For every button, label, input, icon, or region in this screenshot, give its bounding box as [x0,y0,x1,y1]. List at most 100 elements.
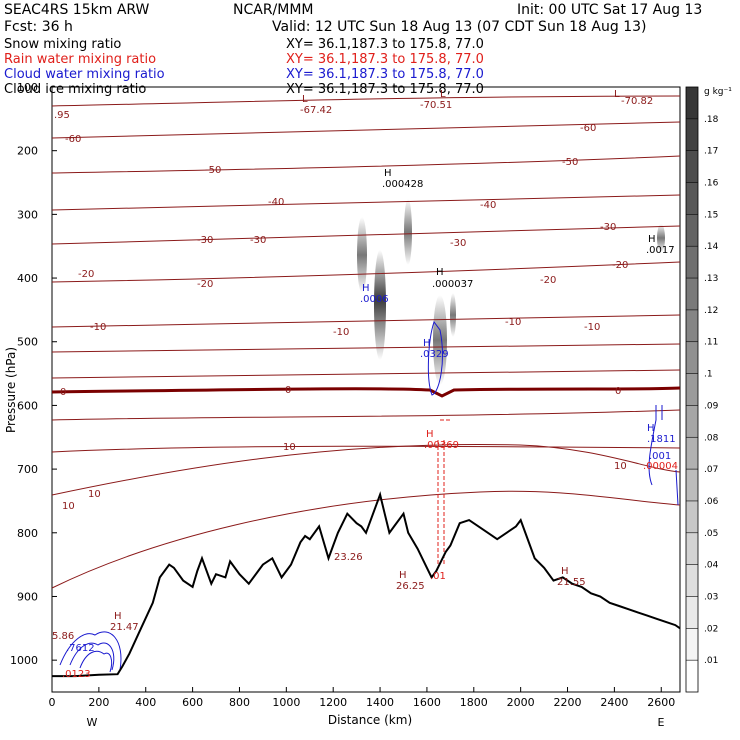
x-tick-label: 0 [49,696,56,709]
colorbar-unit: g kg⁻¹ [704,87,732,97]
y-tick-label: 800 [17,527,38,540]
colorbar-swatch [686,373,698,406]
contour-label: 10 [614,461,627,472]
snow-plume-1 [357,217,367,293]
y-tick-label: 200 [17,145,38,158]
snow-shading [357,199,665,385]
extrema-mark: L [614,89,620,100]
colorbar-frame [685,86,699,693]
isotherm-m50 [51,155,681,174]
contour-label: -60 [65,134,81,145]
contour-label: -50 [562,157,578,168]
colorbar-tick-label: .01 [704,656,718,666]
colorbar-swatch [686,214,698,247]
colorbar-tick-label: .09 [704,401,719,411]
x-axis-label: Distance (km) [328,713,412,727]
extrema-value: .0123 [62,669,91,680]
x-tick-label: 2000 [507,696,535,709]
rain-shaft [437,440,445,565]
field-cloud-xy: XY= 36.1,187.3 to 175.8, 77.0 [286,67,484,82]
colorbar-tick-label: .03 [704,592,718,602]
colorbar: .01 .02 .03 .04 .05 .06 .07 .08 .09 .1 .11 .12 .13 .1… [685,86,719,693]
contour-label: -50 [205,165,221,176]
isotherm-3 [51,409,681,421]
contour-label: -30 [197,235,213,246]
contour-label: -20 [612,260,628,271]
cloud-contour-mid [427,320,443,396]
isotherm-5 [51,445,681,453]
colorbar-tick-label: .02 [704,624,718,634]
extrema-mark: L [302,94,308,105]
contour-label: -10 [505,317,521,328]
x-tick-label: 2200 [554,696,582,709]
colorbar-swatch [686,118,698,151]
colorbar-tick-label: .15 [704,210,718,220]
snow-plume-4 [433,295,447,385]
colorbar-tick-label: .14 [704,242,719,252]
extrema-value: .001 [649,451,671,462]
colorbar-swatch [686,341,698,374]
extrema-mark: H [647,423,655,434]
field-snow-name: Snow mixing ratio [4,37,121,52]
colorbar-swatch [686,532,698,565]
contour-label: -40 [480,200,496,211]
field-cloud-name: Cloud water mixing ratio [4,67,165,82]
colorbar-swatch [686,87,698,119]
contour-label: 10 [88,489,101,500]
colorbar-tick-label: .12 [704,306,718,316]
contour-label: -20 [78,269,94,280]
extrema-mark: L [440,89,446,100]
contour-label: 0 [285,385,291,396]
extrema-value: .95 [54,110,70,121]
isotherm-15 [51,490,681,589]
colorbar-swatch [686,182,698,215]
temperature-labels: -67.42 -70.51 -70.82 -60 -60 -50 -50 -40… [60,96,653,512]
rain-contours [437,419,450,565]
contour-label: 10 [62,501,75,512]
colorbar-swatch [686,500,698,533]
extrema-value: 21.55 [557,577,586,588]
contour-label: 10 [283,442,296,453]
extrema-value: .01 [430,571,446,582]
y-tick-label: 1000 [10,654,38,667]
extrema-mark: H [561,566,569,577]
extrema-value: .7612 [66,643,95,654]
contour-label: -40 [268,197,284,208]
x-tick-label: 2400 [600,696,628,709]
contour-label: -30 [450,238,466,249]
cloud-contour-east [648,405,679,506]
snow-plume-6 [657,224,665,252]
extrema-mark: H [114,611,122,622]
contour-label: -67.42 [300,105,332,116]
extrema-mark: H [423,338,431,349]
y-axis-label: Pressure (hPa) [4,347,18,433]
colorbar-swatch [686,660,698,692]
extrema-mark: H [399,570,407,581]
x-tick-label: 200 [88,696,109,709]
x-tick-label: 1800 [460,696,488,709]
extrema-value: .1811 [647,434,676,445]
contour-label: -60 [580,123,596,134]
institution-label: NCAR/MMM [233,2,314,18]
extrema-mark: H [426,429,434,440]
colorbar-swatch [686,150,698,183]
isotherm-m40 [51,194,681,211]
contour-label: -10 [90,322,106,333]
snow-plume-2 [374,250,386,360]
extrema-value: 5.86 [52,631,74,642]
colorbar-swatch [686,596,698,629]
y-tick-label: 900 [17,590,38,603]
init-time: Init: 00 UTC Sat 17 Aug 13 [517,2,702,18]
x-tick-label: 1600 [413,696,441,709]
y-tick-label: 300 [17,208,38,221]
extrema-value: .0329 [420,349,449,360]
contour-label: -20 [197,279,213,290]
valid-time: Valid: 12 UTC Sun 18 Aug 13 (07 CDT Sun … [272,19,646,35]
terrain-profile [52,491,681,678]
x-tick-label: 400 [135,696,156,709]
field-rain-xy: XY= 36.1,187.3 to 175.8, 77.0 [286,52,484,67]
extrema-value: 21.47 [110,622,139,633]
colorbar-tick-label: .08 [704,433,719,443]
colorbar-swatch [686,309,698,342]
colorbar-swatch [686,628,698,661]
